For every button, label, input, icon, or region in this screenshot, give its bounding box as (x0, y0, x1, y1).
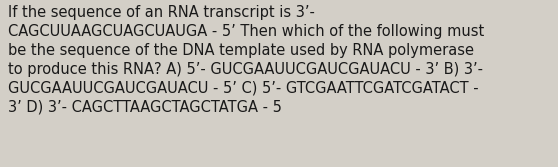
Text: If the sequence of an RNA transcript is 3’-
CAGCUUAAGCUAGCUAUGA - 5’ Then which : If the sequence of an RNA transcript is … (8, 5, 484, 114)
